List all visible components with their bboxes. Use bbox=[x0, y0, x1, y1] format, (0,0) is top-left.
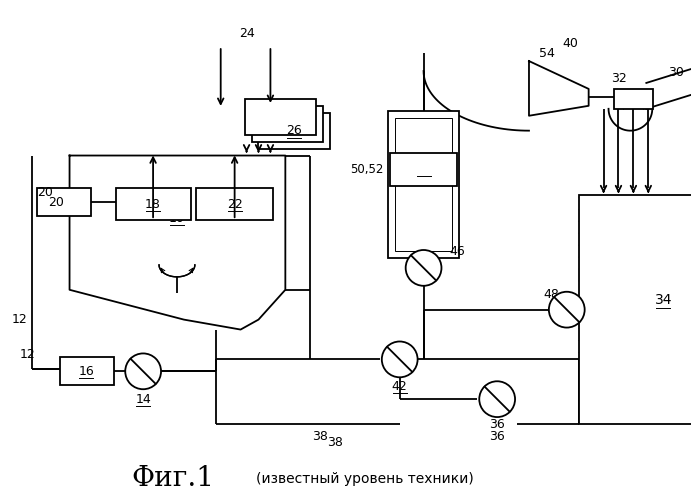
Text: Фиг.1: Фиг.1 bbox=[131, 465, 214, 492]
Text: 12: 12 bbox=[12, 313, 28, 326]
Text: 36: 36 bbox=[489, 430, 505, 444]
Bar bbox=[613, 89, 653, 109]
Text: 46: 46 bbox=[450, 246, 465, 258]
Text: 40: 40 bbox=[563, 36, 579, 50]
Text: 26: 26 bbox=[286, 124, 302, 137]
Text: 32: 32 bbox=[611, 72, 626, 86]
Text: 42: 42 bbox=[392, 380, 407, 392]
Text: 34: 34 bbox=[654, 292, 672, 306]
Circle shape bbox=[480, 382, 515, 417]
Text: 22: 22 bbox=[227, 198, 243, 211]
Bar bbox=[258, 113, 330, 148]
Text: 48: 48 bbox=[543, 288, 559, 301]
Text: 20: 20 bbox=[37, 186, 53, 199]
Bar bbox=[245, 99, 316, 134]
Text: 38: 38 bbox=[313, 430, 328, 444]
Text: 30: 30 bbox=[668, 66, 684, 80]
Bar bbox=[388, 111, 459, 258]
Text: 44: 44 bbox=[416, 162, 432, 175]
Bar bbox=[116, 188, 191, 220]
Text: 12: 12 bbox=[20, 348, 35, 361]
Text: 16: 16 bbox=[78, 365, 94, 378]
Circle shape bbox=[405, 250, 441, 286]
Text: (известный уровень техники): (известный уровень техники) bbox=[256, 472, 473, 486]
Bar bbox=[60, 358, 114, 385]
Bar bbox=[37, 188, 91, 216]
Bar bbox=[389, 152, 457, 186]
Text: 38: 38 bbox=[327, 436, 343, 450]
Circle shape bbox=[125, 354, 161, 389]
Text: 50,52: 50,52 bbox=[351, 163, 384, 176]
Circle shape bbox=[549, 292, 585, 328]
Text: 18: 18 bbox=[145, 198, 161, 211]
Text: 36: 36 bbox=[489, 418, 505, 430]
Bar bbox=[579, 196, 693, 424]
Bar bbox=[196, 188, 274, 220]
Bar bbox=[395, 118, 453, 251]
Text: 14: 14 bbox=[135, 392, 151, 406]
Text: 20: 20 bbox=[48, 196, 64, 209]
Text: 54: 54 bbox=[539, 46, 555, 60]
Text: 10: 10 bbox=[169, 212, 185, 224]
Bar bbox=[252, 106, 323, 142]
Circle shape bbox=[382, 342, 418, 378]
Text: 24: 24 bbox=[238, 26, 254, 40]
